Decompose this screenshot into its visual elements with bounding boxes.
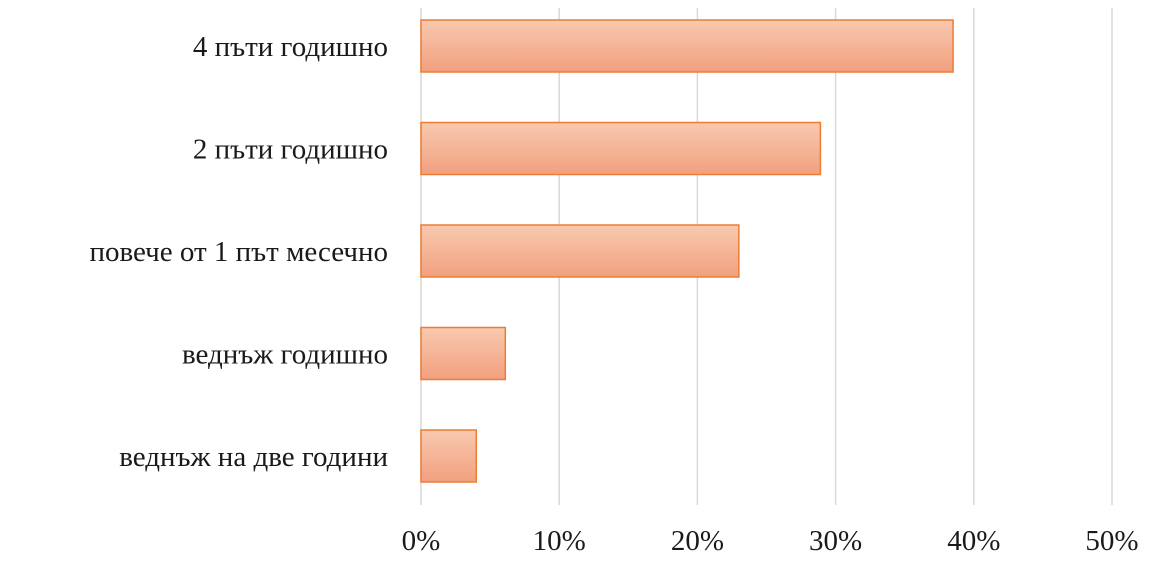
bar-3 — [420, 224, 740, 278]
x-tick-label-50: 50% — [1085, 525, 1138, 557]
x-tick-label-0: 0% — [402, 525, 441, 557]
x-tick-labels: 0% 10% 20% 30% 40% 50% — [402, 525, 1139, 557]
category-label-4: веднъж годишно — [182, 339, 388, 371]
bar-5 — [420, 429, 478, 483]
bar-4 — [420, 326, 507, 381]
category-label-5: веднъж на две години — [119, 441, 388, 473]
bar-2 — [420, 121, 822, 176]
category-label-1: 4 пъти годишно — [193, 31, 388, 63]
x-tick-label-20: 20% — [671, 525, 724, 557]
category-label-2: 2 пъти годишно — [193, 134, 388, 166]
bar-1 — [420, 19, 954, 73]
x-tick-label-30: 30% — [809, 525, 862, 557]
category-label-3: повече от 1 път месечно — [89, 236, 388, 268]
bars — [420, 19, 954, 483]
category-labels: 4 пъти годишно 2 пъти годишно повече от 1 … — [89, 31, 388, 473]
x-tick-label-10: 10% — [533, 525, 586, 557]
x-tick-label-40: 40% — [947, 525, 1000, 557]
